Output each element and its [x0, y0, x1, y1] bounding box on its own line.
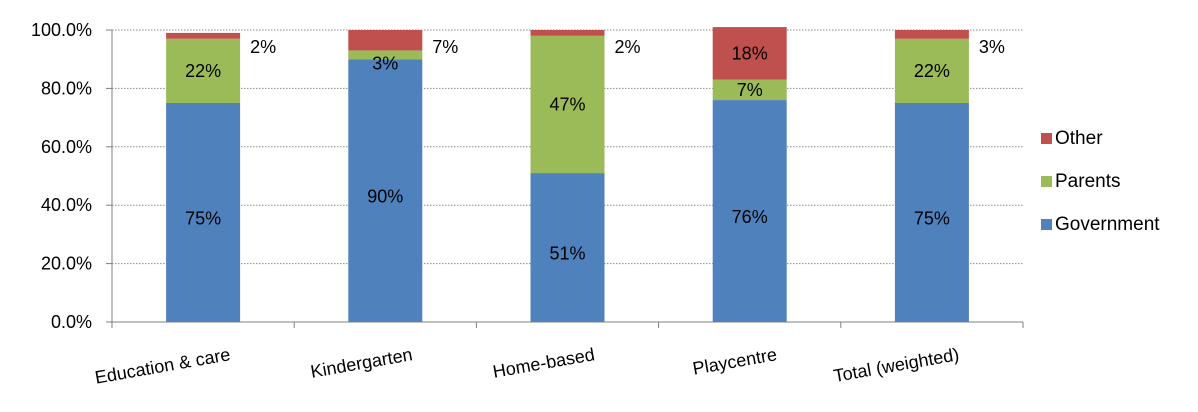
bar-parents-home-based: [530, 35, 605, 174]
data-label-parents-kindergarten: 3%: [372, 53, 398, 73]
bars: [166, 27, 969, 322]
bar-parents-education-care: [166, 38, 241, 104]
data-label-government-education-care: 75%: [185, 209, 221, 229]
bar-parents-total-weighted: [894, 38, 969, 104]
bar-other-education-care: [166, 32, 241, 39]
bar-parents-playcentre: [712, 79, 787, 101]
data-label-parents-education-care: 22%: [185, 61, 221, 81]
data-label-government-home-based: 51%: [549, 244, 585, 264]
x-category-label: Playcentre: [691, 344, 778, 378]
bar-government-home-based: [530, 173, 605, 322]
data-label-government-kindergarten: 90%: [367, 187, 403, 207]
bar-government-playcentre: [712, 100, 787, 322]
x-category-label: Education & care: [93, 344, 231, 388]
x-category-label: Kindergarten: [309, 344, 414, 382]
y-tick-label: 60.0%: [41, 137, 92, 157]
bar-government-total-weighted: [894, 103, 969, 322]
data-label-government-playcentre: 76%: [732, 207, 768, 227]
x-category-label: Home-based: [491, 344, 596, 382]
data-label-government-total-weighted: 75%: [914, 209, 950, 229]
bar-government-education-care: [166, 103, 241, 322]
data-label-other-education-care: 2%: [250, 37, 276, 57]
y-tick-label: 20.0%: [41, 254, 92, 274]
bar-other-playcentre: [712, 27, 787, 80]
bar-parents-kindergarten: [348, 50, 423, 60]
bar-other-home-based: [530, 30, 605, 36]
legend-swatch-parents: [1041, 176, 1052, 187]
legend-label-other: Other: [1055, 128, 1103, 149]
data-label-other-home-based: 2%: [615, 37, 641, 57]
y-tick-label: 40.0%: [41, 195, 92, 215]
bar-other-total-weighted: [894, 30, 969, 39]
y-tick-label: 80.0%: [41, 78, 92, 98]
data-label-parents-home-based: 47%: [549, 94, 585, 114]
data-label-parents-total-weighted: 22%: [914, 61, 950, 81]
y-axis-ticks: 0.0% 20.0% 40.0% 60.0% 80.0% 100.0%: [31, 20, 112, 332]
x-category-label: Total (weighted): [832, 344, 961, 386]
data-labels: 75% 22% 2% 90% 3% 7% 51% 47% 2% 76% 7% 18% 75% 22% 3%: [185, 37, 1005, 264]
legend: Other Parents Government: [1041, 128, 1160, 235]
bar-other-kindergarten: [348, 30, 423, 51]
legend-swatch-government: [1041, 219, 1052, 230]
data-label-other-kindergarten: 7%: [432, 37, 458, 57]
gridlines: [112, 29, 1023, 265]
data-label-parents-playcentre: 7%: [737, 80, 763, 100]
bar-government-kindergarten: [348, 59, 423, 322]
data-label-other-total-weighted: 3%: [979, 37, 1005, 57]
data-label-other-playcentre: 18%: [732, 43, 768, 63]
y-tick-label: 0.0%: [51, 312, 92, 332]
legend-swatch-other: [1041, 133, 1052, 144]
legend-label-parents: Parents: [1055, 171, 1120, 192]
legend-label-government: Government: [1055, 214, 1160, 235]
y-tick-label: 100.0%: [31, 20, 92, 40]
